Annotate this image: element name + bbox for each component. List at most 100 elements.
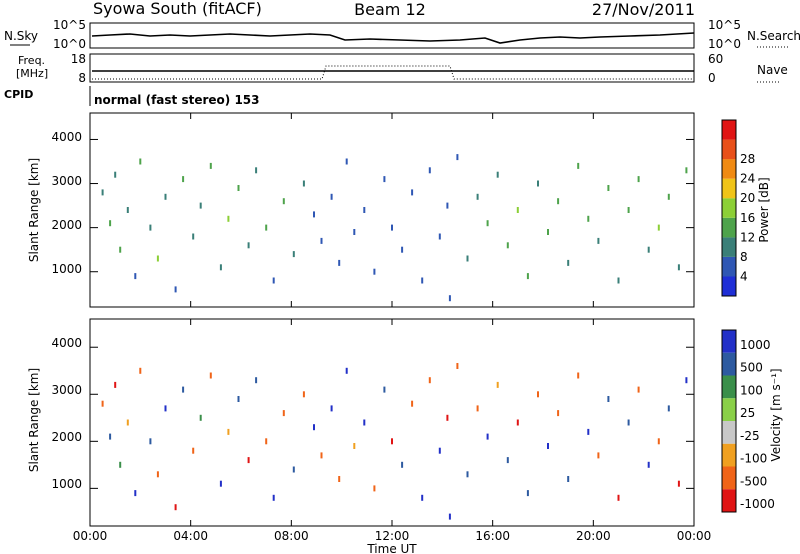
colorbar-tick-label: 4: [740, 269, 748, 283]
scatter-point: [456, 154, 459, 161]
scatter-point: [448, 295, 451, 302]
scatter-point: [320, 237, 323, 244]
beam-label: Beam 12: [354, 0, 426, 19]
scatter-point: [627, 207, 630, 213]
scatter-point: [607, 396, 610, 402]
scatter-point: [391, 438, 393, 445]
scatter-point: [411, 189, 414, 196]
scatter-point: [164, 193, 167, 200]
noise-right-tick-top: 10^5: [708, 18, 741, 32]
colorbar-swatch: [722, 466, 736, 490]
scatter-point: [302, 180, 305, 187]
scatter-point: [637, 176, 640, 183]
scatter-point: [537, 180, 539, 187]
power-scatter-points: [89, 113, 695, 307]
scatter-point: [255, 377, 258, 384]
scatter-point: [282, 410, 285, 417]
colorbar-swatch: [722, 237, 736, 257]
power-ytick-label: 4000: [51, 130, 82, 144]
scatter-point: [373, 485, 376, 492]
scatter-point: [313, 424, 315, 431]
power-y-axis-title: Slant Range [km]: [27, 158, 41, 262]
scatter-point: [101, 189, 104, 196]
scatter-point: [134, 490, 137, 497]
scatter-point: [567, 476, 570, 482]
time-axis-title: Time UT: [366, 542, 417, 554]
colorbar-tick-label: -100: [740, 452, 767, 466]
scatter-point: [255, 167, 258, 174]
freq-tick-top: 18: [71, 52, 86, 66]
velocity-y-axis: 4000 3000 2000 1000: [51, 336, 82, 491]
scatter-point: [391, 224, 393, 231]
scatter-point: [292, 466, 295, 473]
velocity-scatter-points: [89, 319, 695, 526]
scatter-point: [421, 277, 424, 284]
scatter-point: [353, 229, 356, 235]
scatter-point: [126, 419, 129, 426]
scatter-point: [476, 193, 479, 200]
colorbar-tick-label: 1000: [740, 338, 771, 352]
scatter-point: [456, 363, 459, 369]
colorbar-tick-label: 8: [740, 250, 748, 264]
time-axis: 00:00 04:00 08:00 12:00 16:00 20:00 00:0…: [73, 529, 712, 543]
scatter-point: [114, 171, 117, 178]
scatter-point: [677, 264, 680, 271]
scatter-point: [109, 433, 112, 440]
colorbar-swatch: [722, 375, 736, 399]
velocity-panel-frame: [89, 318, 695, 527]
scatter-point: [330, 193, 333, 200]
colorbar-swatch: [722, 217, 736, 238]
scatter-point: [446, 202, 449, 209]
scatter-point: [272, 494, 275, 501]
scatter-point: [438, 447, 441, 454]
scatter-point: [209, 162, 212, 169]
scatter-point: [607, 185, 610, 191]
scatter-point: [685, 167, 688, 174]
noise-left-tick-top: 10^5: [53, 18, 86, 32]
power-colorbar-title: Power [dB]: [757, 177, 771, 242]
scatter-point: [219, 480, 222, 487]
scatter-point: [192, 233, 195, 240]
colorbar-swatch: [722, 421, 736, 444]
nave-label: Nave: [757, 63, 788, 77]
scatter-point: [667, 193, 670, 200]
velocity-y-axis-title: Slant Range [km]: [27, 368, 41, 472]
colorbar-swatch: [722, 489, 736, 513]
colorbar-swatch: [722, 139, 736, 160]
scatter-point: [182, 386, 185, 393]
scatter-point: [597, 452, 600, 459]
scatter-point: [373, 268, 376, 275]
scatter-point: [657, 438, 660, 445]
scatter-point: [506, 457, 509, 464]
scatter-point: [199, 414, 202, 421]
scatter-point: [547, 443, 549, 449]
scatter-point: [320, 452, 323, 459]
velocity-ytick-label: 4000: [51, 336, 82, 350]
scatter-point: [428, 377, 431, 384]
colorbar-tick-label: 500: [740, 361, 763, 375]
scatter-point: [227, 428, 230, 435]
colorbar-swatch: [722, 352, 736, 376]
colorbar-tick-label: 100: [740, 383, 763, 397]
colorbar-tick-label: 25: [740, 406, 755, 420]
colorbar-tick-label: -25: [740, 429, 760, 443]
colorbar-tick-label: 12: [740, 230, 755, 244]
time-tick-label: 08:00: [274, 529, 309, 543]
scatter-point: [338, 476, 341, 482]
scatter-point: [657, 224, 660, 231]
colorbar-tick-label: 20: [740, 191, 755, 205]
scatter-point: [577, 162, 580, 169]
colorbar-tick-label: -500: [740, 474, 767, 488]
time-tick-label: 00:00: [677, 529, 712, 543]
scatter-point: [219, 264, 222, 271]
scatter-point: [466, 255, 469, 262]
colorbar-swatch: [722, 256, 736, 277]
scatter-point: [438, 233, 441, 240]
scatter-point: [547, 229, 549, 235]
date-label: 27/Nov/2011: [592, 0, 695, 19]
scatter-point: [411, 400, 414, 407]
scatter-point: [156, 255, 159, 262]
scatter-point: [109, 220, 112, 227]
scatter-point: [401, 246, 404, 253]
scatter-point: [313, 211, 315, 218]
